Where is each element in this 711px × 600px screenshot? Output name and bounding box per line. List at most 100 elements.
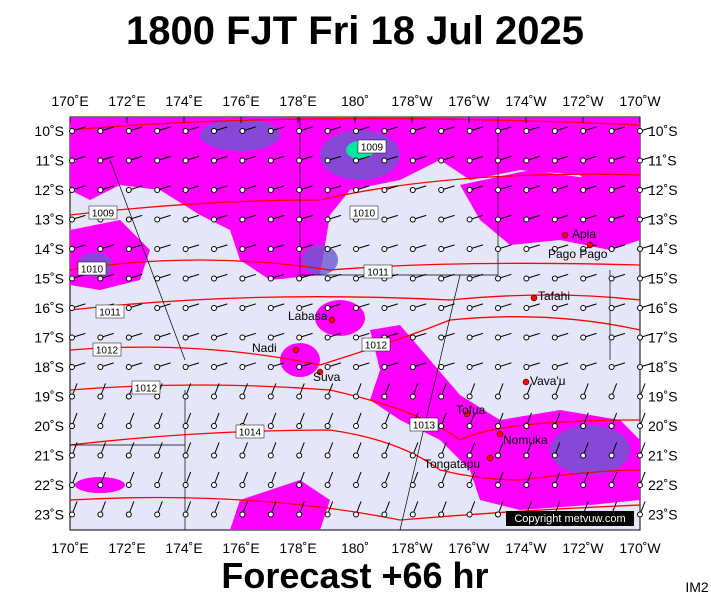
barb-station: [438, 393, 445, 400]
lon-label: 174˚W: [505, 540, 547, 556]
barb-station: [381, 216, 388, 223]
barb-station: [296, 157, 303, 164]
barb-station: [296, 187, 303, 193]
barb-station: [409, 157, 416, 164]
lat-label: 16˚S: [34, 300, 64, 316]
barb-station: [296, 305, 303, 311]
barb-station: [353, 187, 359, 193]
barb-station: [438, 305, 445, 311]
barb-station: [409, 216, 416, 223]
isobar-label: 1013: [413, 421, 436, 432]
lon-label: 174˚E: [165, 540, 202, 556]
barb-station: [97, 393, 104, 400]
lat-label: 10˚S: [34, 123, 64, 139]
barb-station: [324, 423, 331, 429]
barb-station: [608, 452, 615, 459]
barb-station: [637, 275, 643, 282]
barb-station: [97, 334, 104, 341]
barb-station: [324, 275, 331, 282]
place-label: Apia: [572, 227, 596, 241]
barb-station: [69, 246, 75, 252]
barb-station: [466, 216, 473, 223]
barb-station: [466, 246, 473, 252]
barb-station: [637, 216, 643, 223]
barb-station: [239, 334, 246, 341]
barb-station: [182, 157, 189, 164]
barb-station: [580, 216, 587, 223]
lon-label: 176˚E: [222, 93, 259, 109]
barb-station: [409, 511, 416, 518]
barb-station: [466, 275, 473, 282]
lon-label: 170˚E: [51, 93, 88, 109]
barb-station: [239, 364, 246, 370]
labels: 170˚E 170˚E 172˚E 172˚E 174˚E 174˚E 176˚E 176˚E…: [34, 93, 677, 556]
barb-station: [154, 393, 161, 400]
barb-station: [125, 393, 132, 400]
place-label: Suva: [313, 370, 341, 384]
barb-station: [353, 128, 359, 134]
barb-station: [239, 511, 246, 518]
barb-station: [211, 157, 217, 164]
barb-station: [125, 216, 132, 223]
barb-station: [580, 305, 587, 311]
barb-station: [296, 216, 303, 223]
barb-station: [580, 246, 587, 252]
lat-label: 23˚S: [648, 507, 678, 523]
barb-station: [182, 393, 189, 400]
barb-station: [637, 128, 643, 134]
barb-station: [523, 393, 530, 400]
barb-station: [608, 482, 615, 488]
barb-station: [211, 305, 217, 311]
barb-station: [239, 128, 246, 134]
lon-label: 172˚E: [108, 93, 145, 109]
isobar-label: 1012: [365, 341, 388, 352]
barb-station: [523, 128, 530, 134]
barb-station: [495, 452, 501, 459]
isobar-label-box: [363, 264, 393, 279]
barb-station: [97, 128, 104, 134]
lat-label: 10˚S: [648, 123, 678, 139]
barb-station: [551, 187, 558, 193]
barb-station: [182, 128, 189, 134]
barb-station: [267, 364, 274, 370]
isobar-label-box: [409, 417, 439, 432]
barb-station: [409, 275, 416, 282]
barb-station: [580, 393, 587, 400]
barb-station: [154, 187, 161, 193]
lat-label: 17˚S: [648, 330, 678, 346]
isobar-label: 1012: [96, 346, 119, 357]
lat-label: 16˚S: [648, 300, 678, 316]
barb-station: [580, 364, 587, 370]
barb-station: [495, 364, 501, 370]
barb-station: [182, 452, 189, 459]
barb-station: [353, 452, 359, 459]
lat-label: 18˚S: [34, 359, 64, 375]
place-dot: [328, 316, 336, 324]
barb-station: [637, 482, 643, 488]
barb-station: [523, 482, 530, 488]
barb-station: [438, 157, 445, 164]
barb-station: [182, 275, 189, 282]
barb-station: [154, 511, 161, 518]
barb-station: [211, 511, 217, 518]
place-dot: [561, 231, 569, 239]
lon-label: 170˚W: [619, 93, 661, 109]
barb-station: [154, 128, 161, 134]
barb-station: [125, 275, 132, 282]
lon-label: 170˚E: [51, 540, 88, 556]
barb-station: [466, 452, 473, 459]
barb-station: [296, 452, 303, 459]
barb-station: [353, 157, 359, 164]
barb-station: [267, 393, 274, 400]
isobar-label-box: [88, 205, 118, 220]
barb-station: [97, 187, 104, 193]
barb-station: [466, 305, 473, 311]
isobar-label-box: [131, 380, 161, 395]
barb-station: [353, 334, 359, 341]
barb-station: [97, 275, 104, 282]
barb-station: [495, 423, 501, 429]
barb-station: [296, 246, 303, 252]
barb-station: [154, 423, 161, 429]
lon-label: 178˚W: [391, 93, 433, 109]
barb-station: [69, 275, 75, 282]
